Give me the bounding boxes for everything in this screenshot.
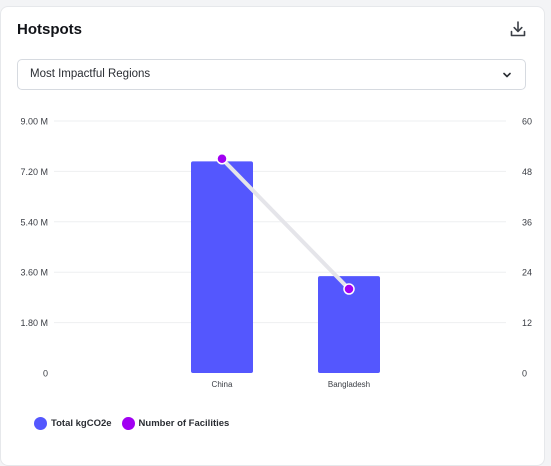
- y-left-tick-label: 9.00 M: [20, 117, 48, 127]
- y-right-tick-label: 12: [522, 318, 532, 328]
- y-right-tick-label: 48: [522, 167, 532, 177]
- y-right-tick-label: 60: [522, 117, 532, 127]
- legend-item-number-of-facilities[interactable]: Number of Facilities: [121, 417, 230, 430]
- legend-swatch-bar: [34, 417, 47, 430]
- legend-swatch-line: [121, 417, 135, 430]
- y-left-tick-label: 1.80 M: [20, 318, 48, 328]
- x-tick-label: Bangladesh: [328, 380, 370, 389]
- y-left-tick-label: 0: [43, 369, 48, 379]
- download-icon: [510, 21, 526, 37]
- download-button[interactable]: [506, 17, 530, 41]
- facilities-point-china: [216, 153, 228, 165]
- y-right-tick-label: 24: [522, 268, 532, 278]
- legend-label: Number of Facilities: [138, 418, 230, 429]
- region-select-value: Most Impactful Regions: [30, 68, 151, 80]
- y-left-tick-label: 3.60 M: [20, 268, 48, 278]
- chart-legend: Total kgCO2e Number of Facilities: [34, 417, 239, 430]
- chevron-down-icon: [503, 72, 511, 78]
- bar-bangladesh: [318, 276, 380, 373]
- bar-china: [191, 161, 253, 373]
- hotspots-chart: 0 1.80 M 3.60 M 5.40 M 7.20 M 9.00 M 0 12 24 36 48…: [20, 117, 532, 390]
- y-right-tick-label: 0: [522, 369, 527, 379]
- y-left-tick-label: 5.40 M: [20, 217, 48, 227]
- y-right-tick-label: 36: [522, 217, 532, 227]
- card-title: Hotspots: [17, 21, 82, 38]
- facilities-point-bangladesh: [343, 283, 355, 295]
- region-select[interactable]: Most Impactful Regions: [17, 59, 526, 90]
- facilities-line: [220, 156, 351, 291]
- y-left-tick-label: 7.20 M: [20, 167, 48, 177]
- legend-item-total-kgco2e[interactable]: Total kgCO2e: [34, 417, 112, 430]
- legend-label: Total kgCO2e: [51, 418, 112, 429]
- x-tick-label: China: [212, 380, 233, 389]
